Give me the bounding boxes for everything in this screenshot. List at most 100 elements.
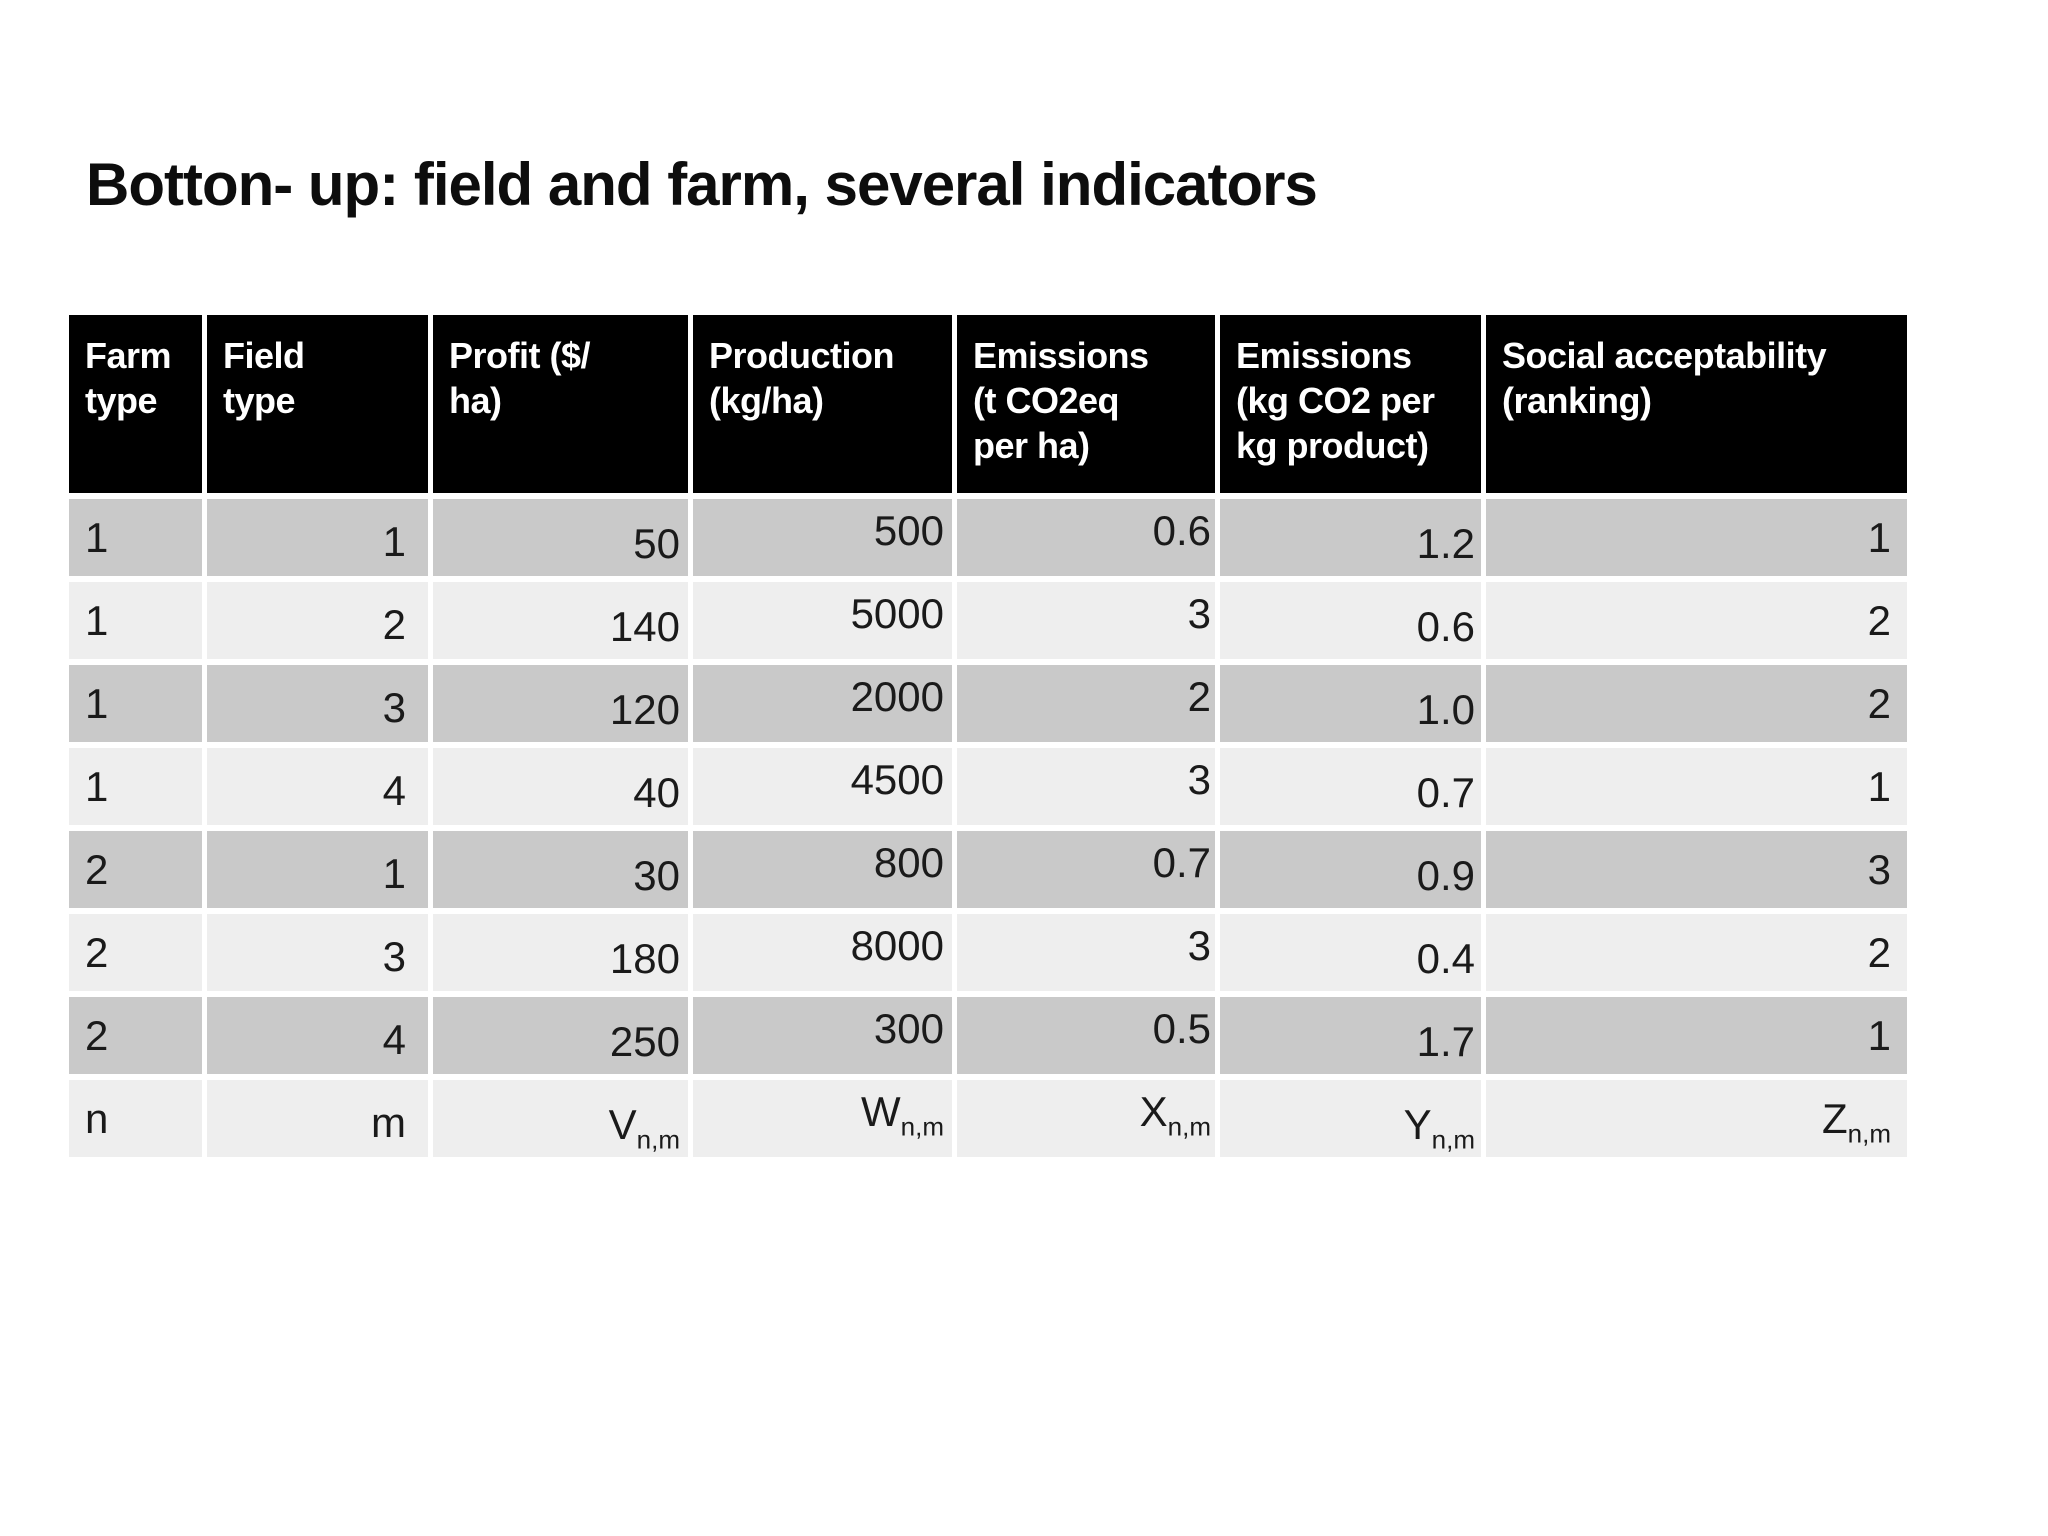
cell-value: 2 — [1867, 596, 1891, 644]
cell-value: 4 — [382, 1015, 406, 1063]
table-cell: 0.5 — [957, 997, 1215, 1074]
table-cell: 1.0 — [1220, 665, 1481, 742]
cell-value: 120 — [609, 685, 680, 733]
column-header-profit: Profit ($/ ha) — [433, 315, 688, 493]
cell-value: 2 — [85, 1011, 109, 1059]
column-header-emissions-product: Emissions (kg CO2 per kg product) — [1220, 315, 1481, 493]
cell-value: 50 — [633, 519, 680, 567]
table-cell: 0.9 — [1220, 831, 1481, 908]
table-cell: 2 — [1486, 914, 1907, 991]
cell-value: 1.7 — [1416, 1017, 1475, 1065]
table-body: 1 1 50 500 0.6 1.2 1 1 2 140 5000 3 0.6 2 1 3 120 2000 2 1.… — [69, 499, 1907, 1157]
cell-value: 8000 — [850, 921, 944, 969]
cell-value: 4 — [382, 766, 406, 814]
table-cell: 1 — [1486, 748, 1907, 825]
table-cell: 300 — [693, 997, 952, 1074]
table-cell: Xn,m — [957, 1080, 1215, 1157]
cell-value: 140 — [609, 602, 680, 650]
column-header-farm-type: Farm type — [69, 315, 202, 493]
cell-subscript: n,m — [900, 1110, 944, 1141]
table-cell: 4 — [207, 748, 428, 825]
cell-value: 3 — [1867, 845, 1891, 893]
cell-value: 0.9 — [1416, 851, 1475, 899]
cell-value: 1.2 — [1416, 519, 1475, 567]
table-cell: 2 — [1486, 582, 1907, 659]
cell-value: 800 — [873, 838, 944, 886]
cell-value: 1 — [85, 762, 109, 810]
table-cell: 1 — [1486, 997, 1907, 1074]
column-header-emissions-area: Emissions (t CO2eq per ha) — [957, 315, 1215, 493]
cell-value: 1.0 — [1416, 685, 1475, 733]
column-header-production: Production (kg/ha) — [693, 315, 952, 493]
table-cell: 50 — [433, 499, 688, 576]
cell-value: Vn,m — [608, 1100, 680, 1154]
table-cell: 5000 — [693, 582, 952, 659]
table-cell: 120 — [433, 665, 688, 742]
cell-value: 1 — [1867, 513, 1891, 561]
column-header-field-type: Field type — [207, 315, 428, 493]
cell-value: 3 — [382, 932, 406, 980]
table-cell: 2 — [69, 914, 202, 991]
cell-value: 3 — [382, 683, 406, 731]
table-cell: 1 — [69, 748, 202, 825]
table-cell: 2 — [1486, 665, 1907, 742]
cell-value: 2 — [1867, 928, 1891, 976]
cell-value: 0.6 — [1416, 602, 1475, 650]
table-cell: 3 — [957, 582, 1215, 659]
cell-value: m — [371, 1098, 406, 1146]
cell-value: 1 — [85, 596, 109, 644]
cell-value: 4500 — [850, 755, 944, 803]
cell-value: Xn,m — [1139, 1087, 1211, 1141]
table-cell: Vn,m — [433, 1080, 688, 1157]
cell-value: 1 — [85, 679, 109, 727]
table-cell: 140 — [433, 582, 688, 659]
table-cell: 8000 — [693, 914, 952, 991]
cell-value: 0.7 — [1152, 838, 1211, 886]
cell-value: 0.4 — [1416, 934, 1475, 982]
table-cell: 1.2 — [1220, 499, 1481, 576]
cell-value: 2 — [1867, 679, 1891, 727]
cell-subscript: n,m — [1847, 1117, 1891, 1148]
table-cell: Zn,m — [1486, 1080, 1907, 1157]
cell-value: 30 — [633, 851, 680, 899]
cell-value: 0.6 — [1152, 506, 1211, 554]
cell-value: 2000 — [850, 672, 944, 720]
cell-value: 2 — [85, 928, 109, 976]
table-cell: 1 — [207, 499, 428, 576]
table-cell: 2 — [69, 997, 202, 1074]
table-cell: 2 — [69, 831, 202, 908]
table-cell: 0.6 — [1220, 582, 1481, 659]
cell-value: 0.7 — [1416, 768, 1475, 816]
table-cell: 40 — [433, 748, 688, 825]
cell-subscript: n,m — [636, 1123, 680, 1154]
column-header-social-acceptability: Social acceptability (ranking) — [1486, 315, 1907, 493]
table-cell: 4 — [207, 997, 428, 1074]
cell-value: 1 — [85, 513, 109, 561]
cell-subscript: n,m — [1167, 1110, 1211, 1141]
table-cell: 2 — [957, 665, 1215, 742]
cell-value: 3 — [1187, 589, 1211, 637]
table-cell: 3 — [207, 665, 428, 742]
cell-value: 180 — [609, 934, 680, 982]
table-cell: 30 — [433, 831, 688, 908]
table-cell: Yn,m — [1220, 1080, 1481, 1157]
table-cell: m — [207, 1080, 428, 1157]
cell-value: 1 — [1867, 762, 1891, 810]
cell-value: n — [85, 1094, 109, 1142]
cell-value: 3 — [1187, 755, 1211, 803]
cell-value: 2 — [85, 845, 109, 893]
table-cell: 2000 — [693, 665, 952, 742]
cell-value: Zn,m — [1822, 1094, 1891, 1148]
cell-value: Wn,m — [861, 1087, 944, 1141]
cell-subscript: n,m — [1431, 1123, 1475, 1154]
table-cell: 0.6 — [957, 499, 1215, 576]
table-cell: 1.7 — [1220, 997, 1481, 1074]
table-cell: 4500 — [693, 748, 952, 825]
cell-value: 2 — [1187, 672, 1211, 720]
cell-value: 300 — [873, 1004, 944, 1052]
table-cell: 1 — [69, 499, 202, 576]
cell-value: 40 — [633, 768, 680, 816]
cell-value: 1 — [382, 517, 406, 565]
table-cell: 0.7 — [1220, 748, 1481, 825]
